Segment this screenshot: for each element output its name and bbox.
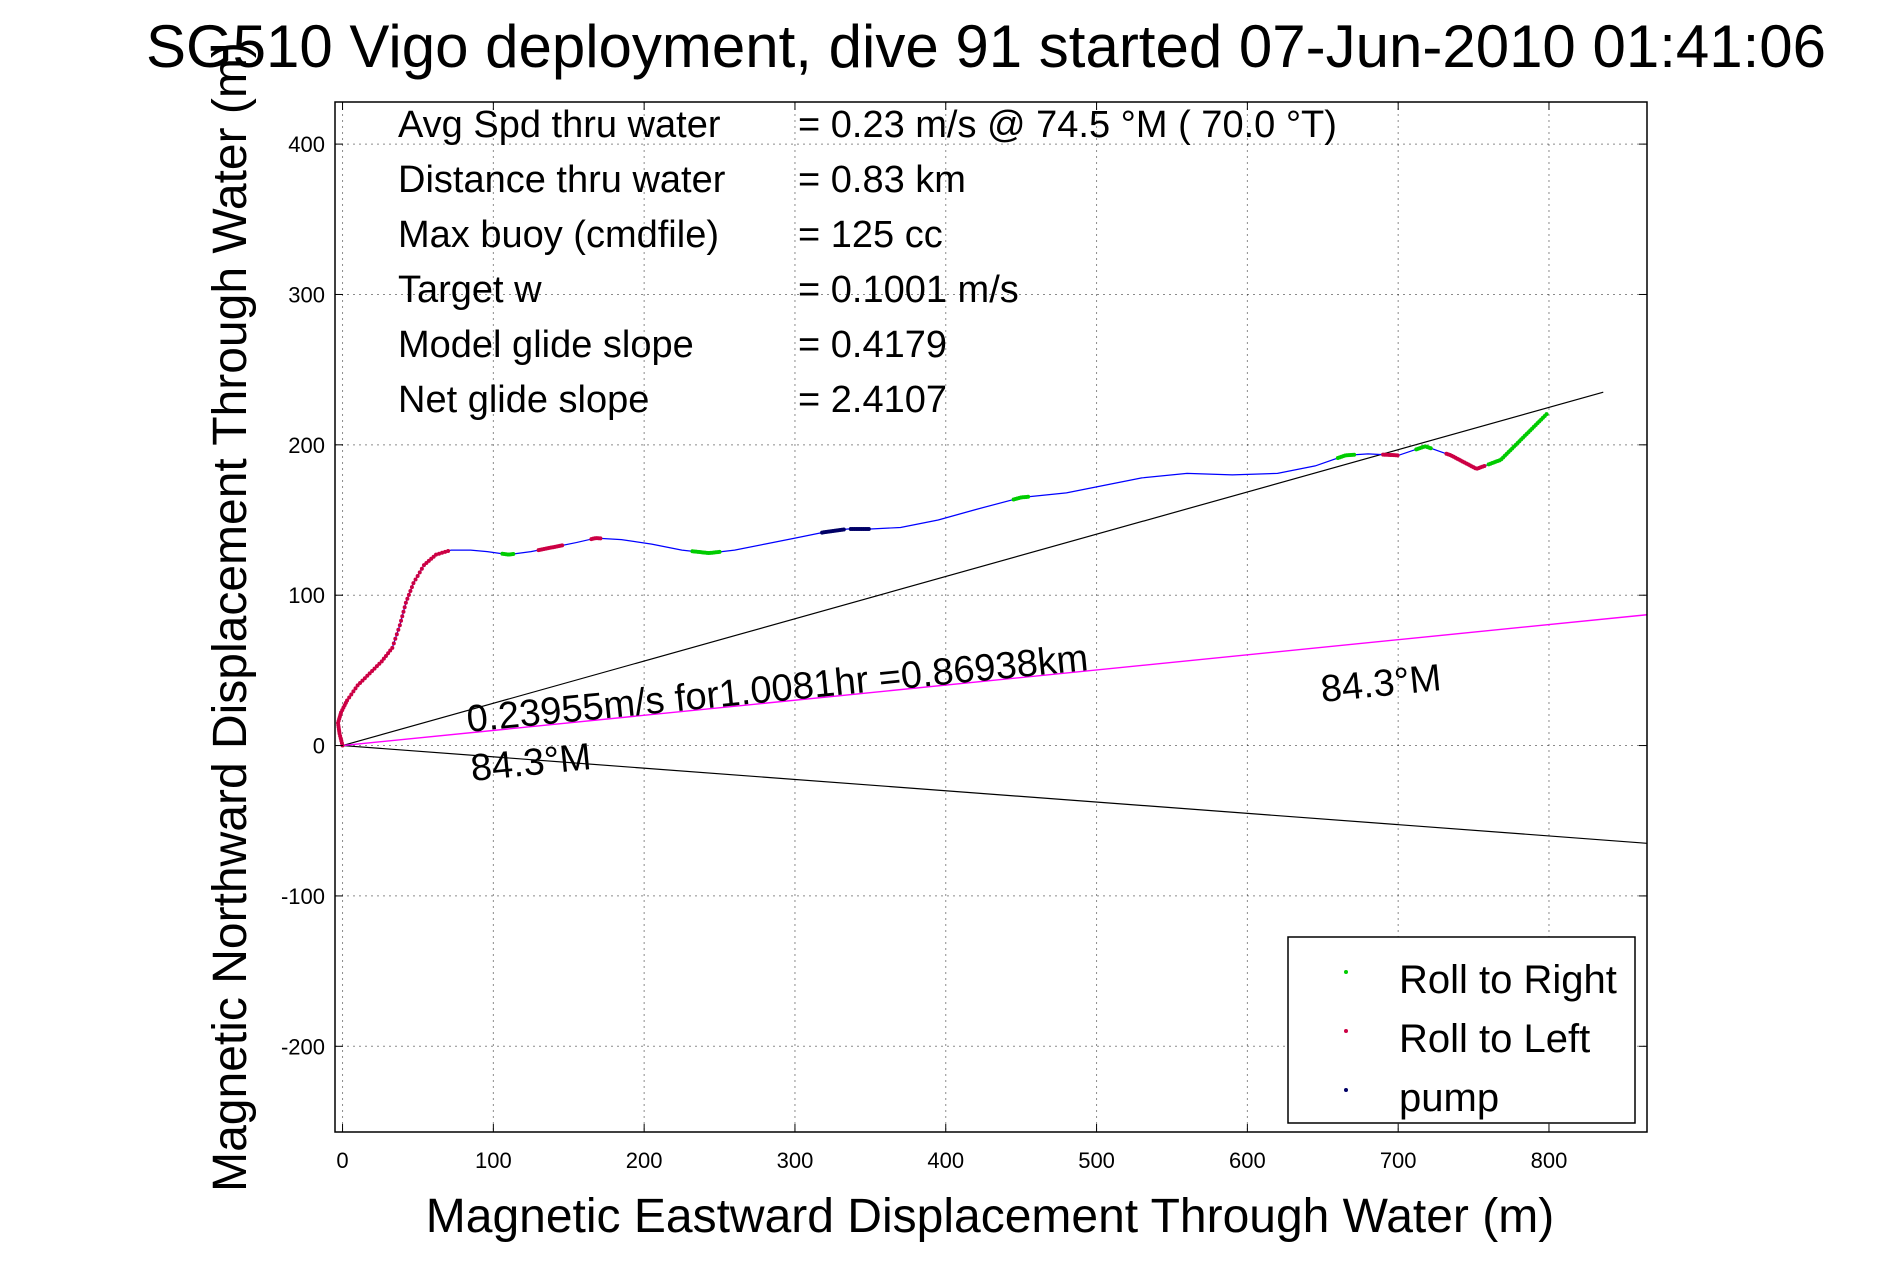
plot-data [336,391,1648,844]
y-tick-label: 300 [288,282,325,307]
y-tick-label: 100 [288,583,325,608]
roll-left-marker [434,552,439,557]
x-axis-label: Magnetic Eastward Displacement Through W… [426,1190,1554,1243]
stats-block: Avg Spd thru water = 0.23 m/s @ 74.5 °M (… [398,104,1337,421]
roll-left-marker [411,581,416,586]
x-tick-label: 700 [1380,1148,1417,1173]
legend-marker-roll-right [1344,970,1348,974]
x-tick-label: 400 [927,1148,964,1173]
roll-left-marker [345,698,350,703]
stat-label: Max buoy (cmdfile) [398,214,719,256]
roll-right-marker [717,549,722,554]
roll-left-marker [403,600,408,605]
stat-value: = 125 cc [798,214,943,256]
y-axis-label: Magnetic Northward Displacement Through … [204,42,257,1192]
pump-marker [866,527,871,532]
roll-left-marker [408,588,413,593]
x-tick-label: 500 [1078,1148,1115,1173]
stat-value: = 0.4179 [798,324,947,366]
legend-marker-roll-left [1344,1029,1348,1033]
roll-right-marker [511,551,516,556]
roll-left-marker [400,614,405,619]
roll-left-marker [446,548,451,553]
roll-left-marker [415,573,420,578]
roll-left-marker [1395,453,1400,458]
y-tick-label: -200 [281,1034,325,1059]
roll-left-marker [440,550,445,555]
plot-frame [334,101,1648,1133]
roll-left-marker [396,627,401,632]
track-line [337,412,1548,746]
roll-left-marker [413,577,418,582]
roll-left-marker [437,551,442,556]
roll-left-marker [386,651,391,656]
roll-left-marker [349,692,354,697]
x-tick-label: 800 [1531,1148,1568,1173]
heading-guide-line [342,391,1604,747]
roll-left-marker [443,549,448,554]
roll-left-marker [393,636,398,641]
stat-label: Avg Spd thru water [398,104,721,146]
roll-left-marker [379,659,384,664]
stat-value: = 0.1001 m/s [798,269,1019,311]
stat-label: Model glide slope [398,324,694,366]
heading-guide-line [342,744,1648,844]
roll-left-marker [394,632,399,637]
stat-value: = 0.23 m/s @ 74.5 °M ( 70.0 °T) [798,104,1337,146]
y-tick-label: 200 [288,433,325,458]
roll-left-marker [388,648,393,653]
roll-left-marker [402,605,407,610]
roll-left-marker [391,641,396,646]
stat-label: Net glide slope [398,379,649,421]
roll-left-marker [353,686,358,691]
stat-value: = 2.4107 [798,379,947,421]
stat-label: Target w [398,269,542,311]
legend-label-pump: pump [1399,1076,1499,1120]
roll-left-marker [406,592,411,597]
roll-left-marker [383,653,388,658]
legend: Roll to Right Roll to Left pump [1287,936,1636,1124]
roll-left-marker [419,566,424,571]
roll-left-marker [560,543,565,548]
y-tick-label: 400 [288,132,325,157]
x-tick-label: 200 [626,1148,663,1173]
roll-left-marker [381,656,386,661]
roll-right-marker [1352,452,1357,457]
axis-ticks: 0 100 200 300 400 500 600 700 800 -200 -100 0 100 200… [281,102,1647,1173]
chart-title: SG510 Vigo deployment, dive 91 started 0… [146,13,1826,80]
roll-left-marker [598,536,603,541]
roll-left-marker [397,623,402,628]
roll-left-marker [417,570,422,575]
x-tick-label: 600 [1229,1148,1266,1173]
y-tick-label: 0 [313,734,325,759]
pump-marker [841,527,846,532]
current-vector-line [342,614,1648,747]
roll-left-marker [399,618,404,623]
x-tick-label: 100 [475,1148,512,1173]
legend-label-roll-right: Roll to Right [1399,958,1617,1002]
stat-value: = 0.83 km [798,159,966,201]
roll-left-marker [405,596,410,601]
x-tick-label: 0 [336,1148,348,1173]
y-tick-label: -100 [281,884,325,909]
roll-left-marker [401,609,406,614]
roll-right-marker [1026,494,1031,499]
legend-label-roll-left: Roll to Left [1399,1017,1590,1061]
roll-left-marker [409,585,414,590]
roll-right-marker [1544,412,1549,417]
roll-left-marker [390,645,395,650]
roll-left-marker [1482,463,1487,468]
stat-label: Distance thru water [398,159,726,201]
roll-right-marker [1428,446,1433,451]
roll-left-marker [351,689,356,694]
roll-left-marker [347,695,352,700]
x-tick-label: 300 [777,1148,814,1173]
legend-marker-pump [1344,1088,1348,1092]
